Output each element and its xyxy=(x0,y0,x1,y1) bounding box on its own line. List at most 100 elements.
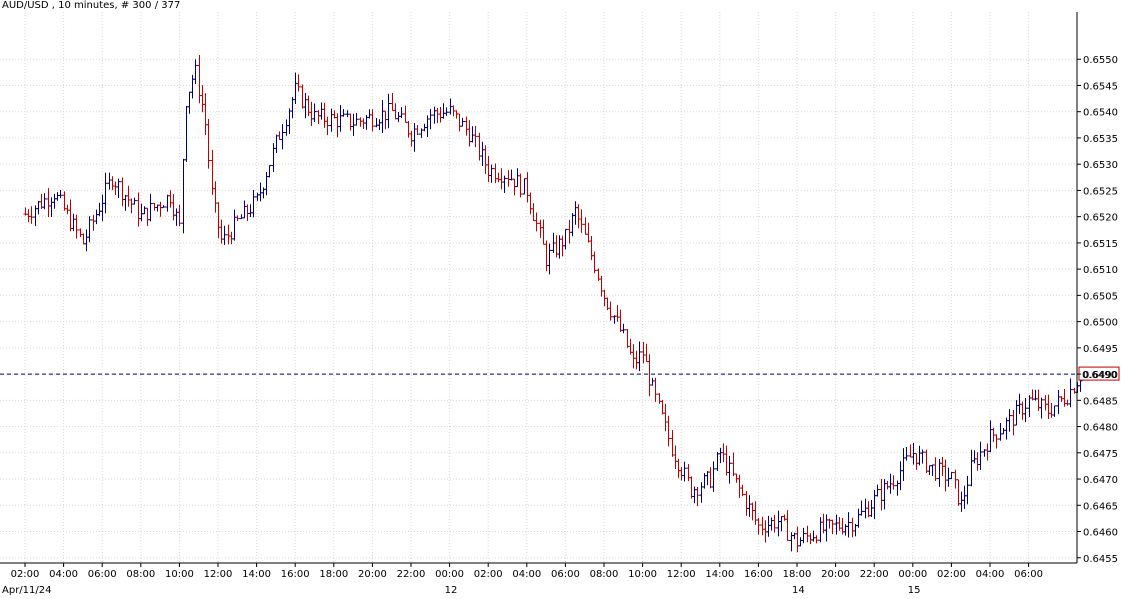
x-tick-label: 02:00 xyxy=(474,569,503,580)
ohlc-bar xyxy=(528,192,533,215)
ohlc-bar xyxy=(251,190,256,218)
ohlc-bar xyxy=(830,519,835,535)
ohlc-bar xyxy=(245,204,250,222)
y-tick-label: 0.6550 xyxy=(1083,55,1118,66)
ohlc-bar xyxy=(856,508,861,528)
ohlc-bar xyxy=(348,113,353,131)
ohlc-bar xyxy=(737,474,742,499)
ohlc-bar xyxy=(547,243,552,275)
ohlc-bar xyxy=(731,452,736,477)
ohlc-bar xyxy=(177,204,182,227)
y-tick-label: 0.6540 xyxy=(1083,108,1118,119)
ohlc-bar xyxy=(274,134,279,154)
ohlc-bar xyxy=(917,445,922,466)
ohlc-bar xyxy=(927,465,932,476)
x-tick-label: 14:00 xyxy=(242,569,271,580)
ohlc-bar xyxy=(846,512,851,538)
ohlc-bar xyxy=(534,212,539,232)
ohlc-bar xyxy=(727,455,732,484)
ohlc-bar xyxy=(998,423,1003,441)
ohlc-bar xyxy=(914,453,919,470)
ohlc-bar xyxy=(541,219,546,245)
ohlc-bar xyxy=(943,459,948,492)
ohlc-bar xyxy=(592,251,597,274)
ohlc-bar xyxy=(904,447,909,461)
ohlc-bar xyxy=(386,93,391,129)
ohlc-bar xyxy=(264,171,269,196)
ohlc-bar xyxy=(747,495,752,517)
ohlc-bar xyxy=(432,106,437,124)
ohlc-bar xyxy=(412,122,417,152)
y-tick-label: 0.6495 xyxy=(1083,344,1118,355)
x-tick-label: 04:00 xyxy=(512,569,541,580)
ohlc-bar xyxy=(583,217,588,235)
ohlc-bar xyxy=(229,231,234,245)
y-tick-label: 0.6480 xyxy=(1083,423,1118,434)
ohlc-bar xyxy=(496,172,501,183)
ohlc-bar xyxy=(650,377,655,386)
ohlc-bar xyxy=(383,110,388,130)
ohlc-bar xyxy=(396,112,401,123)
ohlc-bar xyxy=(512,178,517,196)
ohlc-bar xyxy=(107,172,112,190)
ohlc-bar xyxy=(1043,395,1048,411)
ohlc-bar xyxy=(531,203,536,222)
ohlc-bar xyxy=(193,59,198,85)
ohlc-bar xyxy=(312,103,317,123)
x-tick-label: 08:00 xyxy=(590,569,619,580)
y-tick-label: 0.6520 xyxy=(1083,213,1118,224)
ohlc-bar xyxy=(380,100,385,133)
ohlc-bar xyxy=(36,200,41,215)
ohlc-bar xyxy=(242,200,247,219)
current-price-label: 0.6490 xyxy=(1082,370,1117,381)
ohlc-bar xyxy=(502,175,507,193)
x-tick-label: 18:00 xyxy=(319,569,348,580)
x-tick-label: 06:00 xyxy=(88,569,117,580)
ohlc-bar xyxy=(216,202,221,239)
ohlc-bar xyxy=(499,168,504,190)
ohlc-bar xyxy=(724,445,729,476)
ohlc-bar xyxy=(74,214,79,239)
ohlc-bar xyxy=(444,107,449,116)
ohlc-bar xyxy=(875,484,880,497)
ohlc-bar xyxy=(544,240,549,272)
ohlc-bar xyxy=(435,107,440,124)
ohlc-bar xyxy=(1049,402,1054,418)
ohlc-bar xyxy=(460,117,465,127)
ohlc-bar xyxy=(811,530,816,542)
y-tick-label: 0.6455 xyxy=(1083,554,1118,565)
ohlc-bar xyxy=(325,116,330,136)
ohlc-bar xyxy=(818,517,823,543)
ohlc-bar xyxy=(168,190,173,208)
ohlc-bar xyxy=(898,461,903,491)
y-tick-label: 0.6530 xyxy=(1083,160,1118,171)
ohlc-bar xyxy=(589,236,594,261)
ohlc-bar xyxy=(483,145,488,175)
ohlc-bar xyxy=(994,434,999,449)
ohlc-bar xyxy=(579,209,584,233)
ohlc-bar xyxy=(699,482,704,503)
ohlc-bar xyxy=(515,168,520,188)
ohlc-bar xyxy=(615,305,620,322)
grid xyxy=(0,12,1077,563)
ohlc-bar xyxy=(895,480,900,496)
ohlc-bar xyxy=(682,461,687,482)
y-tick-label: 0.6475 xyxy=(1083,449,1118,460)
ohlc-bar xyxy=(181,158,186,234)
ohlc-bar xyxy=(599,275,604,297)
ohlc-bar xyxy=(87,216,92,243)
ohlc-bar xyxy=(506,170,511,187)
ohlc-bar xyxy=(518,173,523,198)
ohlc-bar xyxy=(625,329,630,348)
ohlc-bar xyxy=(959,491,964,512)
ohlc-bar xyxy=(26,209,31,223)
ohlc-bar xyxy=(42,193,47,210)
ohlc-bar xyxy=(271,143,276,172)
ohlc-bar xyxy=(406,120,411,138)
ohlc-bar xyxy=(670,429,675,457)
ohlc-bar xyxy=(715,451,720,471)
ohlc-bar xyxy=(338,105,343,132)
ohlc-bar xyxy=(621,323,626,334)
ohlc-bar xyxy=(843,524,848,536)
ohlc-bar xyxy=(255,192,260,201)
